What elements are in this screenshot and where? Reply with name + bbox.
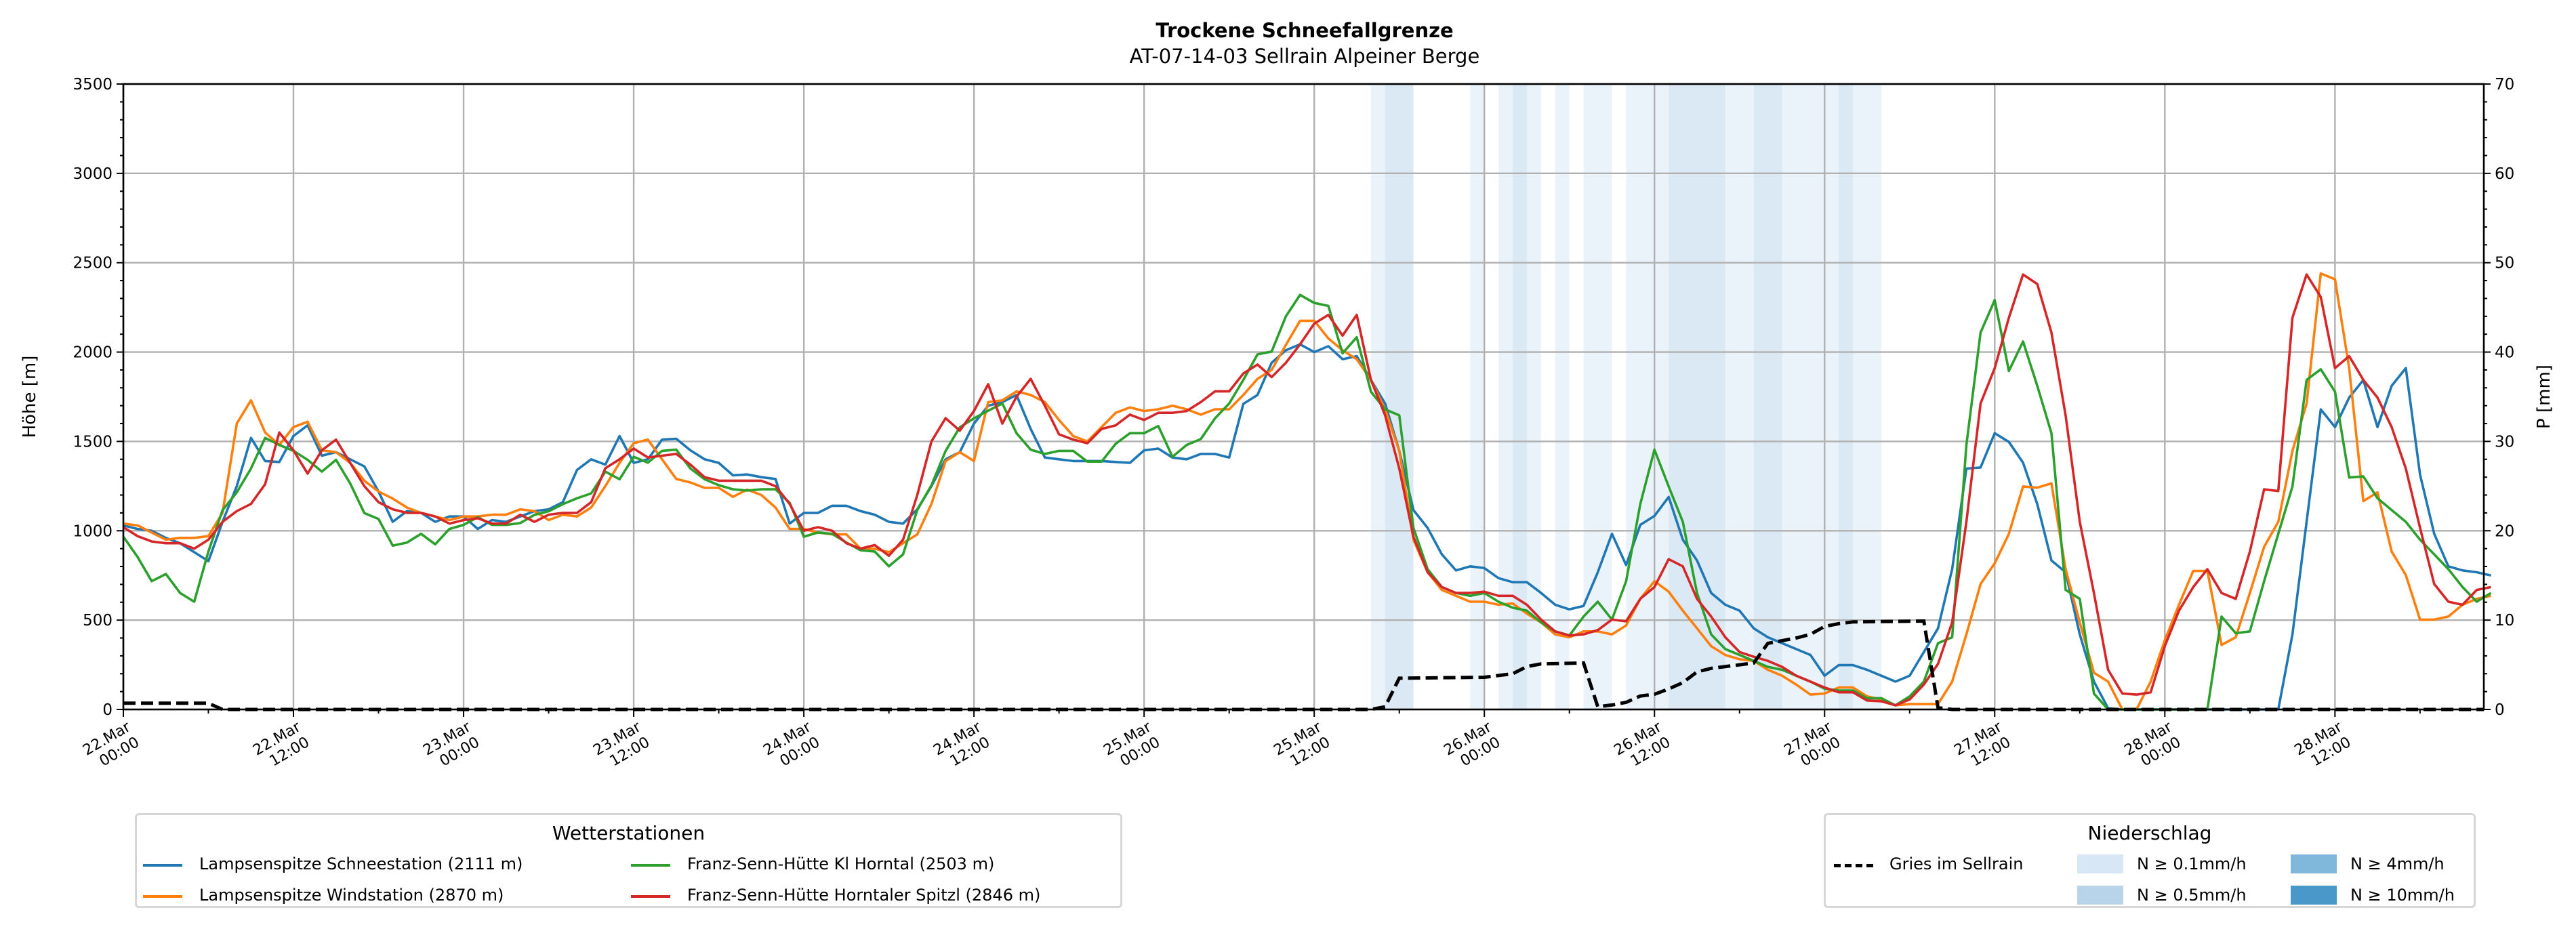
grid-lines	[122, 83, 2484, 711]
x-tick-label: 23.Mar12:00	[590, 718, 653, 775]
legend-precip-label: N ≥ 0.5mm/h	[2137, 886, 2247, 905]
legend-precip-label: N ≥ 10mm/h	[2350, 886, 2455, 905]
precip-band-0.1	[1626, 84, 1669, 709]
y-tick-label: 3500	[73, 76, 113, 94]
x-tick-label: 28.Mar12:00	[2292, 718, 2355, 775]
y2-tick-label: 40	[2495, 344, 2514, 362]
y2-tick-label: 30	[2495, 433, 2514, 451]
precip-band-0.5	[1385, 84, 1414, 709]
x-tick-label: 22.Mar00:00	[80, 718, 143, 775]
series-line-lampsenspitze	[123, 343, 2491, 711]
legend-precip-swatch	[2077, 886, 2123, 905]
legend-line-swatch	[143, 864, 182, 867]
legend-precip-label: N ≥ 4mm/h	[2350, 854, 2445, 873]
legend-stations: Wetterstationen Lampsenspitze Schneestat…	[135, 813, 1122, 908]
legend-precip-label: N ≥ 0.1mm/h	[2137, 854, 2247, 873]
legend-precip-swatch	[2077, 854, 2123, 873]
x-tick-label: 27.Mar00:00	[1782, 718, 1845, 775]
x-tick-label: 26.Mar12:00	[1611, 718, 1674, 775]
y2-tick-label: 20	[2495, 522, 2514, 540]
precip-band-0.1	[1725, 84, 1754, 709]
legend-precip-swatch	[2291, 854, 2337, 873]
y2-tick-label: 60	[2495, 165, 2514, 183]
axes: 0 500 1000 1500 2000 2500 3000 3500 0 10 20 30 40 50 6…	[20, 76, 2554, 775]
y2-tick-label: 50	[2495, 255, 2514, 272]
precip-band-0.1	[1470, 84, 1485, 709]
precip-band-0.1	[1555, 84, 1570, 709]
y-tick-label: 500	[83, 612, 113, 629]
y-tick-label: 2500	[73, 255, 113, 272]
chart-subtitle: AT-07-14-03 Sellrain Alpeiner Berge	[1129, 45, 1480, 68]
series-line-lampsenspitze	[123, 272, 2491, 711]
legend-precipitation-title: Niederschlag	[2087, 822, 2212, 844]
precip-band-0.1	[1583, 84, 1612, 709]
precip-band-0.5	[1839, 84, 1854, 709]
precip-band-0.5	[1753, 84, 1782, 709]
series-line-franz-senn-hütte	[122, 293, 2492, 711]
y-tick-label: 0	[102, 701, 113, 719]
x-tick-label: 24.Mar12:00	[931, 718, 994, 775]
y2-tick-label: 10	[2495, 612, 2514, 629]
legend-line-swatch	[631, 864, 670, 867]
precip-band-0.1	[1782, 84, 1839, 709]
data-lines	[122, 272, 2492, 711]
precip-band-0.1	[1498, 84, 1513, 709]
y2-tick-label: 70	[2495, 76, 2514, 94]
precip-band-0.5	[1513, 84, 1527, 709]
chart-title: Trockene Schneefallgrenze	[1156, 19, 1454, 42]
legend-line-swatch	[143, 895, 182, 898]
legend-station-label: Franz-Senn-Hütte Horntaler Spitzl (2846 …	[687, 886, 1041, 905]
x-tick-label: 26.Mar00:00	[1441, 718, 1504, 775]
x-tick-label: 24.Mar00:00	[760, 718, 823, 775]
legend-station-label: Franz-Senn-Hütte Kl Horntal (2503 m)	[687, 854, 995, 873]
precip-band-0.5	[1669, 84, 1725, 709]
x-tick-label: 28.Mar00:00	[2122, 718, 2185, 775]
y-tick-label: 1000	[73, 522, 113, 540]
legend-station-label: Lampsenspitze Windstation (2870 m)	[199, 886, 504, 905]
precip-line-gries	[123, 619, 2484, 711]
precipitation-bands	[1370, 84, 1881, 709]
x-tick-label: 27.Mar12:00	[1952, 718, 2015, 775]
y2-tick-label: 0	[2495, 701, 2505, 719]
precip-band-0.1	[1853, 84, 1881, 709]
legend-station-label: Lampsenspitze Schneestation (2111 m)	[199, 854, 523, 873]
x-tick-label: 25.Mar12:00	[1271, 718, 1334, 775]
legend-dashed-line-swatch	[1834, 864, 1873, 867]
x-tick-label: 23.Mar00:00	[420, 718, 483, 775]
legend-gries-label: Gries im Sellrain	[1889, 854, 2024, 873]
series-line-franz-senn-hütte	[123, 273, 2491, 707]
x-tick-label: 22.Mar12:00	[250, 718, 313, 775]
legend-stations-title: Wetterstationen	[552, 822, 706, 844]
legend-precip-swatch	[2291, 886, 2337, 905]
y-tick-label: 2000	[73, 344, 113, 362]
plot-frame	[122, 83, 2485, 711]
precip-band-0.1	[1526, 84, 1541, 709]
y-tick-label: 1500	[73, 433, 113, 451]
y-axis-label: Höhe [m]	[20, 356, 40, 438]
y-tick-label: 3000	[73, 165, 113, 183]
y2-axis-label: P [mm]	[2534, 365, 2554, 429]
legend-precipitation: Niederschlag Gries im Sellrain N ≥ 0.1mm/…	[1824, 813, 2476, 908]
x-tick-label: 25.Mar00:00	[1101, 718, 1164, 775]
legend-line-swatch	[631, 895, 670, 898]
